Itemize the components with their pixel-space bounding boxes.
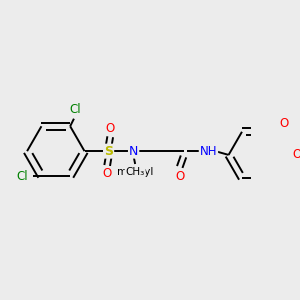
Text: O: O — [103, 167, 112, 180]
Text: S: S — [104, 145, 113, 158]
Text: CH₃: CH₃ — [125, 167, 145, 177]
Text: Cl: Cl — [16, 169, 28, 182]
Text: Cl: Cl — [69, 103, 80, 116]
Text: NH: NH — [200, 145, 217, 158]
Text: O: O — [292, 148, 300, 161]
Text: N: N — [129, 145, 138, 158]
Text: O: O — [175, 169, 184, 183]
Text: O: O — [106, 122, 115, 135]
Text: O: O — [279, 117, 288, 130]
Text: methyl: methyl — [117, 167, 153, 177]
